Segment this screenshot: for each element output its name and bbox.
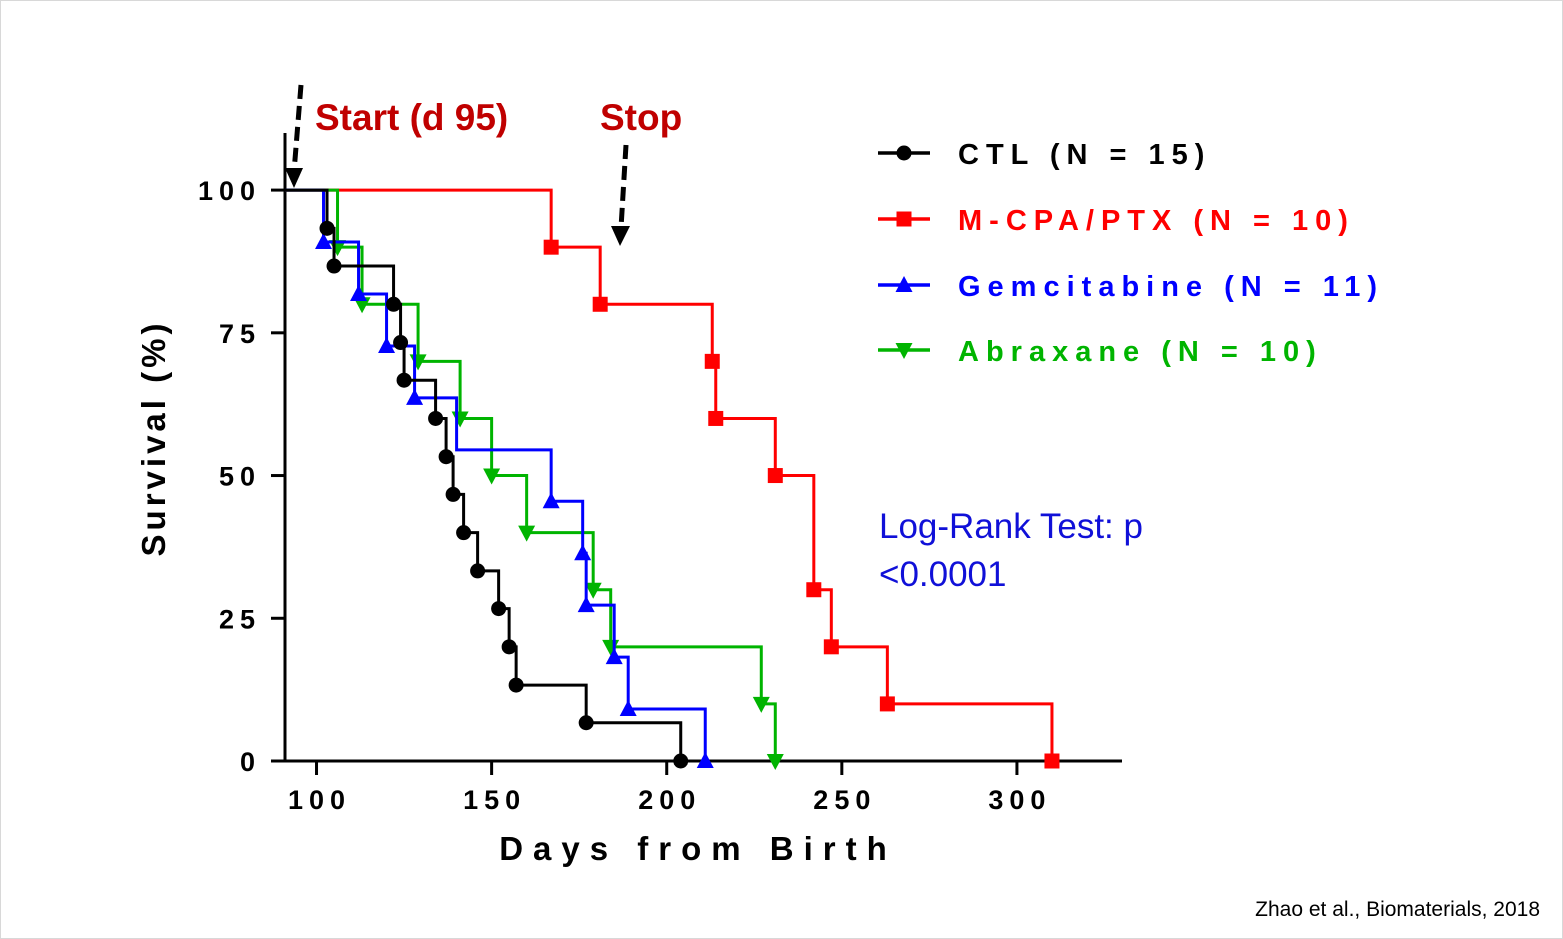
data-point (592, 296, 608, 312)
legend-item: Gemcitabine (N = 11) (878, 271, 1384, 303)
data-point (518, 525, 536, 542)
data-point (578, 715, 594, 731)
survival-curve (285, 188, 683, 761)
data-point (438, 449, 454, 465)
citation: Zhao et al., Biomaterials, 2018 (1255, 898, 1540, 921)
start-arrowhead (285, 168, 303, 188)
series-circle (285, 188, 689, 769)
logrank-line-2: <0.0001 (879, 555, 1007, 594)
stop-arrow (618, 144, 629, 229)
data-point (766, 754, 784, 770)
series-triangle-up (285, 188, 714, 768)
data-point (619, 700, 637, 717)
legend-label: CTL (N = 15) (958, 139, 1211, 171)
x-tick-label: 300 (988, 785, 1051, 815)
start-annotation: Start (d 95) (315, 97, 508, 138)
y-axis-title: Survival (%) (135, 320, 172, 557)
legend-item: CTL (N = 15) (878, 139, 1211, 171)
axes-group: 0 25 50 75 100 100 150 200 250 300 (198, 133, 1122, 815)
x-tick-label: 250 (813, 785, 876, 815)
data-point (445, 486, 461, 502)
data-point (577, 596, 595, 613)
stop-annotation: Stop (600, 97, 682, 138)
data-point (353, 297, 371, 314)
legend-swatch-marker (895, 276, 913, 292)
data-point (823, 639, 839, 655)
legend-label: M-CPA/PTX (N = 10) (958, 205, 1355, 237)
data-point (767, 468, 783, 484)
legend-item: Abraxane (N = 10) (878, 336, 1323, 368)
y-tick-label: 25 (219, 604, 261, 634)
data-point (428, 410, 444, 426)
data-point (386, 296, 402, 312)
data-point (396, 372, 412, 388)
data-point (319, 220, 335, 236)
data-point (605, 648, 623, 665)
data-point (696, 752, 714, 768)
data-point (543, 239, 559, 255)
data-point (673, 753, 689, 769)
series-layer (285, 188, 1060, 770)
logrank-line-1: Log-Rank Test: p (879, 507, 1143, 546)
stop-arrowhead (611, 226, 630, 246)
legend-swatch-marker (896, 211, 912, 227)
legend-swatch-marker (895, 343, 913, 359)
y-tick-label: 100 (198, 176, 261, 206)
y-tick-label: 50 (219, 462, 261, 492)
data-point (501, 639, 517, 655)
data-point (406, 388, 424, 405)
data-point (752, 696, 770, 713)
series-square (285, 188, 1060, 769)
data-point (542, 492, 560, 509)
data-point (879, 696, 895, 712)
data-point (315, 233, 333, 250)
data-point (456, 525, 472, 541)
x-tick-label: 200 (638, 785, 701, 815)
data-point (1044, 753, 1060, 769)
data-point (393, 335, 409, 351)
x-tick-label: 150 (463, 785, 526, 815)
legend-label: Abraxane (N = 10) (958, 336, 1323, 368)
x-axis-title: Days from Birth (499, 830, 897, 867)
data-point (704, 353, 720, 369)
start-arrow (291, 84, 304, 173)
legend: CTL (N = 15) M-CPA/PTX (N = 10) Gemcitabin… (878, 139, 1384, 368)
legend-item: M-CPA/PTX (N = 10) (878, 205, 1355, 237)
legend-label: Gemcitabine (N = 11) (958, 271, 1384, 303)
data-point (584, 582, 602, 599)
data-point (350, 284, 368, 301)
data-point (378, 336, 396, 353)
y-tick-label: 0 (240, 747, 261, 777)
data-point (483, 468, 501, 485)
legend-swatch-marker (896, 145, 912, 161)
survival-curve (285, 188, 1054, 761)
data-point (806, 582, 822, 598)
data-point (708, 410, 724, 426)
data-point (470, 563, 486, 579)
data-point (326, 258, 342, 274)
y-tick-label: 75 (219, 319, 261, 349)
data-point (574, 544, 592, 561)
x-tick-label: 100 (288, 785, 351, 815)
data-point (508, 677, 524, 693)
data-point (491, 601, 507, 617)
